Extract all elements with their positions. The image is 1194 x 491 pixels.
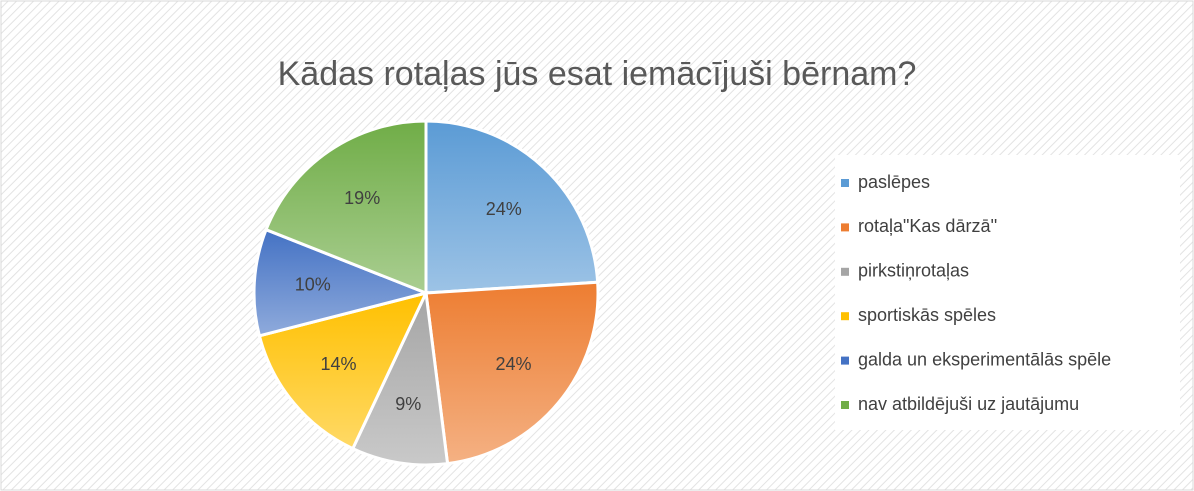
legend-swatch <box>841 223 849 232</box>
data-label: 24% <box>486 199 522 219</box>
legend-swatch <box>841 356 849 365</box>
chart-title: Kādas rotaļas jūs esat iemācījuši bērnam… <box>278 55 917 93</box>
legend-label: pirkstiņrotaļas <box>858 261 969 281</box>
data-label: 19% <box>344 188 380 208</box>
legend-label: paslēpes <box>858 172 930 192</box>
pie-slice <box>257 290 429 451</box>
pie-slice <box>252 227 431 338</box>
pie-slice <box>264 119 428 296</box>
legend-label: sportiskās spēles <box>858 305 996 325</box>
data-label: 10% <box>295 275 331 295</box>
pie-slice <box>424 119 600 295</box>
data-label: 14% <box>321 354 357 374</box>
legend-swatch <box>841 267 849 276</box>
data-label: 9% <box>395 394 421 414</box>
legend-box <box>835 155 1180 430</box>
legend-swatch <box>841 179 849 187</box>
legend-swatch <box>841 401 849 409</box>
pie-slice <box>350 287 450 467</box>
legend-swatch <box>841 312 849 321</box>
pie-slice <box>424 280 600 466</box>
data-label: 24% <box>495 354 531 374</box>
legend-label: galda un eksperimentālās spēle <box>858 349 1111 369</box>
legend-label: nav atbildējuši uz jautājumu <box>858 394 1079 414</box>
legend-label: rotaļa"Kas dārzā'' <box>858 216 997 236</box>
